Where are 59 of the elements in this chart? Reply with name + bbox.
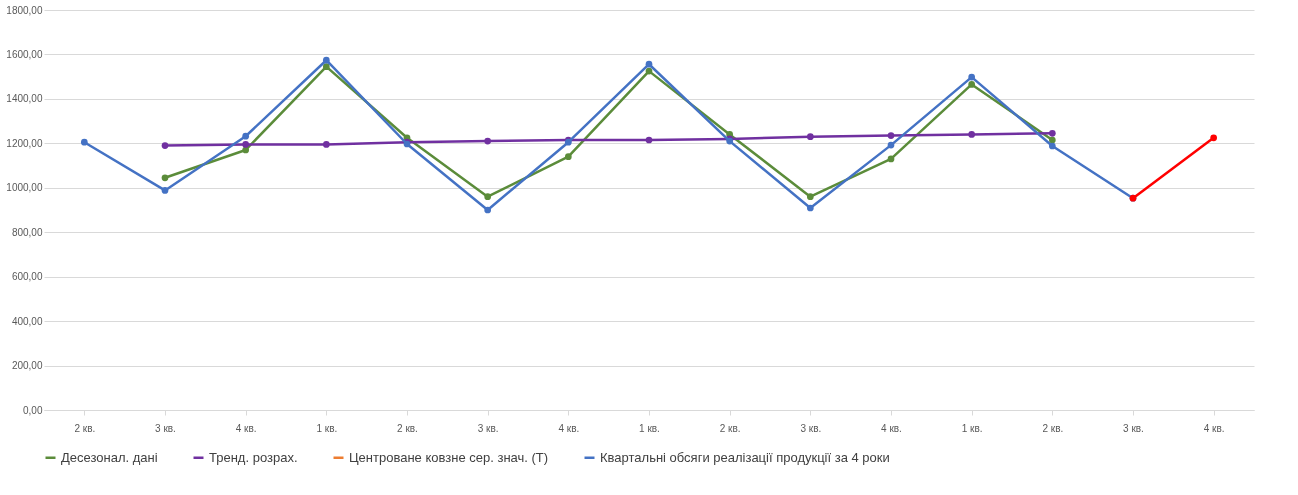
point — [645, 136, 653, 144]
point — [484, 206, 492, 214]
y-tick-label: 1600,00 — [6, 48, 43, 60]
point — [564, 153, 572, 161]
y-tick-label: 1200,00 — [6, 137, 43, 149]
point — [484, 193, 492, 201]
point — [322, 56, 330, 64]
point — [80, 138, 88, 146]
x-tick-label: 3 кв. — [477, 422, 499, 434]
point — [968, 131, 976, 138]
point — [1048, 142, 1056, 150]
point — [242, 146, 250, 154]
legend-label: Десезонал. дані — [61, 449, 158, 465]
x-tick-label: 1 кв. — [316, 422, 338, 434]
point — [161, 174, 169, 182]
point — [322, 141, 330, 148]
x-tick-label: 2 кв. — [397, 422, 418, 434]
y-tick-label: 0,00 — [23, 404, 43, 416]
x-tick-label: 3 кв. — [1123, 422, 1144, 434]
point — [887, 132, 895, 139]
point — [242, 132, 250, 140]
x-tick-label: 4 кв. — [1203, 422, 1225, 434]
y-tick-label: 400,00 — [11, 315, 43, 327]
point — [242, 141, 250, 148]
x-tick-label: 2 кв. — [74, 422, 96, 434]
point — [1048, 129, 1056, 137]
x-tick-label: 4 кв. — [235, 422, 257, 434]
x-tick-label: 3 кв. — [155, 422, 176, 434]
x-tick-label: 4 кв. — [558, 422, 580, 434]
point — [161, 142, 169, 149]
x-tick-label: 1 кв. — [961, 422, 983, 434]
point — [968, 73, 976, 81]
point — [645, 67, 653, 75]
y-tick-label: 200,00 — [11, 360, 43, 372]
x-tick-label: 3 кв. — [800, 422, 822, 434]
y-tick-label: 1000,00 — [6, 182, 43, 194]
point — [1048, 136, 1056, 144]
x-tick-label: 1 кв. — [639, 422, 660, 434]
y-tick-label: 1800,00 — [6, 4, 43, 16]
point — [806, 193, 814, 201]
y-tick-label: 800,00 — [11, 226, 43, 238]
x-tick-label: 2 кв. — [1042, 422, 1064, 434]
point — [887, 155, 895, 163]
point — [645, 60, 653, 68]
legend-label: Центроване ковзне сер. знач. (T) — [349, 449, 549, 465]
point — [484, 137, 492, 145]
point — [161, 187, 169, 194]
legend-label: Квартальні обсяги реалізації продукції за 4 роки — [600, 449, 890, 465]
x-tick-label: 4 кв. — [881, 422, 902, 434]
point — [1210, 134, 1218, 142]
point — [322, 63, 330, 71]
point — [968, 81, 976, 88]
point — [806, 204, 814, 212]
legend-label: Тренд. розрах. — [209, 449, 298, 465]
y-tick-label: 600,00 — [11, 271, 43, 283]
y-tick-label: 1400,00 — [6, 93, 43, 105]
x-tick-label: 2 кв. — [719, 422, 741, 434]
point — [887, 141, 895, 149]
point — [806, 133, 814, 141]
